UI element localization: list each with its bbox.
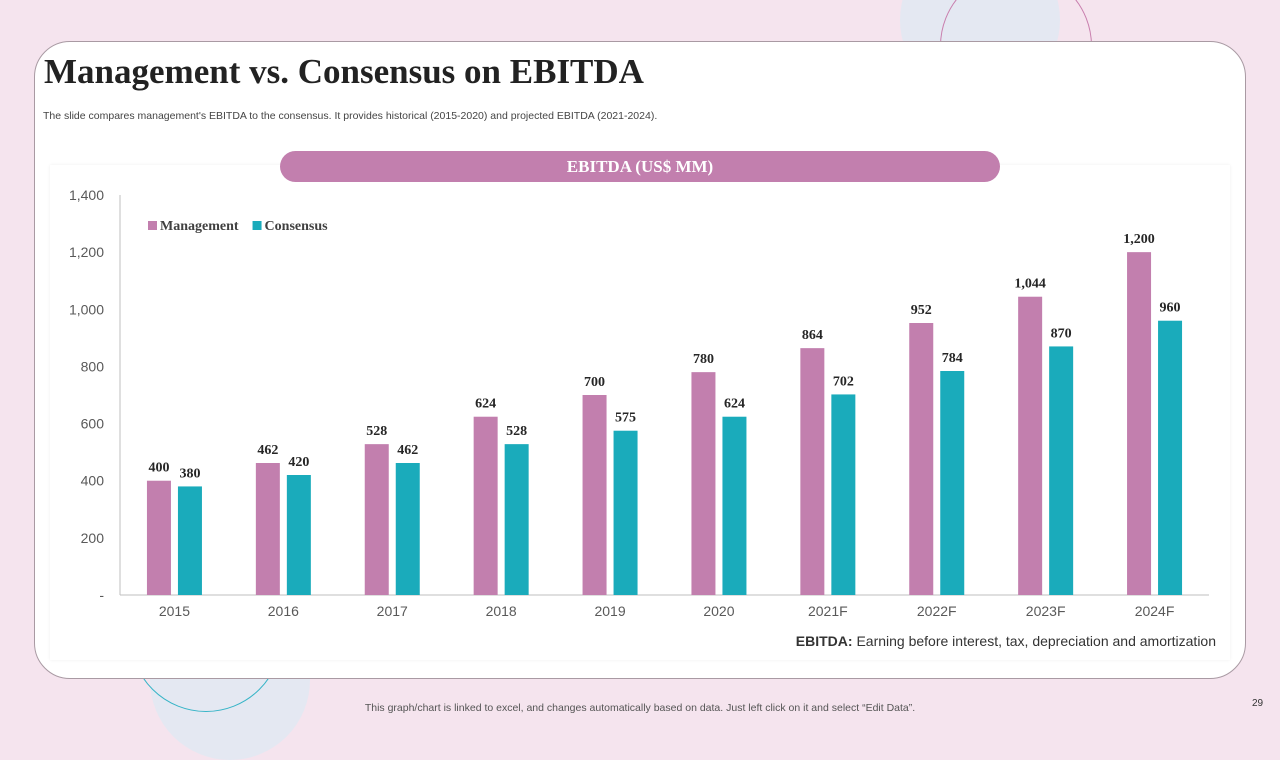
consensus-bar [613, 430, 638, 595]
management-bar [800, 348, 825, 595]
x-tick-label: 2020 [703, 603, 734, 619]
page-number: 29 [1252, 698, 1264, 709]
management-bar [691, 372, 716, 595]
x-tick-label: 2024F [1135, 603, 1175, 619]
consensus-data-label: 870 [1051, 326, 1072, 341]
management-bar [1018, 296, 1043, 595]
consensus-bar [286, 475, 311, 595]
footnote-label: EBITDA: [795, 633, 853, 649]
consensus-bar [1049, 346, 1074, 595]
management-data-label: 700 [584, 375, 605, 390]
x-tick-label: 2018 [486, 603, 517, 619]
consensus-bar [395, 463, 420, 595]
consensus-legend-label: Consensus [265, 219, 329, 234]
y-tick-label: 600 [81, 416, 105, 432]
management-legend-label: Management [160, 219, 239, 234]
ebitda-bar-chart: - 200 400 600 800 1,000 1,200 1,400 2015 400 380 20… [69, 187, 1209, 619]
management-data-label: 780 [693, 352, 714, 367]
management-legend-swatch [148, 221, 157, 230]
consensus-bar [504, 444, 529, 595]
management-data-label: 624 [475, 397, 496, 412]
management-data-label: 462 [257, 443, 278, 458]
consensus-bar [1158, 320, 1183, 595]
chart-banner: EBITDA (US$ MM) [280, 151, 1000, 182]
consensus-data-label: 960 [1160, 301, 1181, 316]
management-bar [582, 395, 607, 595]
management-data-label: 1,044 [1014, 277, 1046, 292]
footnote: EBITDA: Earning before interest, tax, de… [796, 633, 1216, 649]
management-bar [364, 444, 389, 595]
consensus-bar [831, 394, 856, 595]
management-bar [909, 323, 934, 595]
x-tick-label: 2023F [1026, 603, 1066, 619]
consensus-bar [177, 486, 202, 595]
footnote-text: Earning before interest, tax, depreciati… [852, 633, 1216, 649]
y-tick-label: - [99, 587, 104, 603]
x-tick-label: 2015 [159, 603, 190, 619]
management-data-label: 864 [802, 328, 823, 343]
y-tick-label: 400 [81, 473, 105, 489]
consensus-data-label: 702 [833, 374, 854, 389]
x-tick-label: 2017 [377, 603, 408, 619]
y-tick-label: 1,400 [69, 187, 104, 203]
y-tick-label: 800 [81, 358, 105, 374]
consensus-bar [722, 416, 747, 595]
consensus-data-label: 784 [942, 351, 963, 366]
x-tick-label: 2021F [808, 603, 848, 619]
y-tick-label: 1,000 [69, 301, 104, 317]
management-data-label: 952 [911, 303, 932, 318]
x-tick-label: 2019 [594, 603, 625, 619]
management-bar [255, 463, 280, 595]
slide-subtitle: The slide compares management's EBITDA t… [43, 110, 658, 122]
consensus-data-label: 624 [724, 397, 745, 412]
consensus-data-label: 528 [506, 424, 527, 439]
consensus-data-label: 380 [179, 466, 200, 481]
y-tick-label: 200 [81, 530, 105, 546]
slide-title: Management vs. Consensus on EBITDA [44, 52, 644, 91]
x-tick-label: 2022F [917, 603, 957, 619]
management-bar [1127, 252, 1152, 595]
management-data-label: 1,200 [1123, 232, 1155, 247]
consensus-data-label: 462 [397, 443, 418, 458]
y-tick-label: 1,200 [69, 244, 104, 260]
consensus-bar [940, 371, 965, 595]
consensus-legend-swatch [252, 221, 262, 230]
management-data-label: 400 [148, 461, 169, 476]
consensus-data-label: 575 [615, 411, 636, 426]
management-bar [146, 480, 171, 595]
management-bar [473, 416, 498, 595]
management-data-label: 528 [366, 424, 387, 439]
consensus-data-label: 420 [288, 455, 309, 470]
bottom-note: This graph/chart is linked to excel, and… [364, 702, 916, 714]
x-tick-label: 2016 [268, 603, 299, 619]
